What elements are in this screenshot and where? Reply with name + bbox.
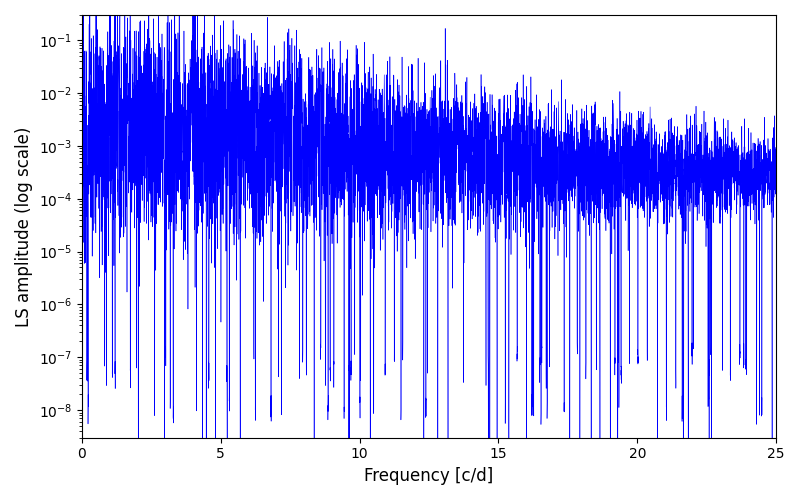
X-axis label: Frequency [c/d]: Frequency [c/d]: [364, 467, 494, 485]
Y-axis label: LS amplitude (log scale): LS amplitude (log scale): [15, 126, 33, 326]
